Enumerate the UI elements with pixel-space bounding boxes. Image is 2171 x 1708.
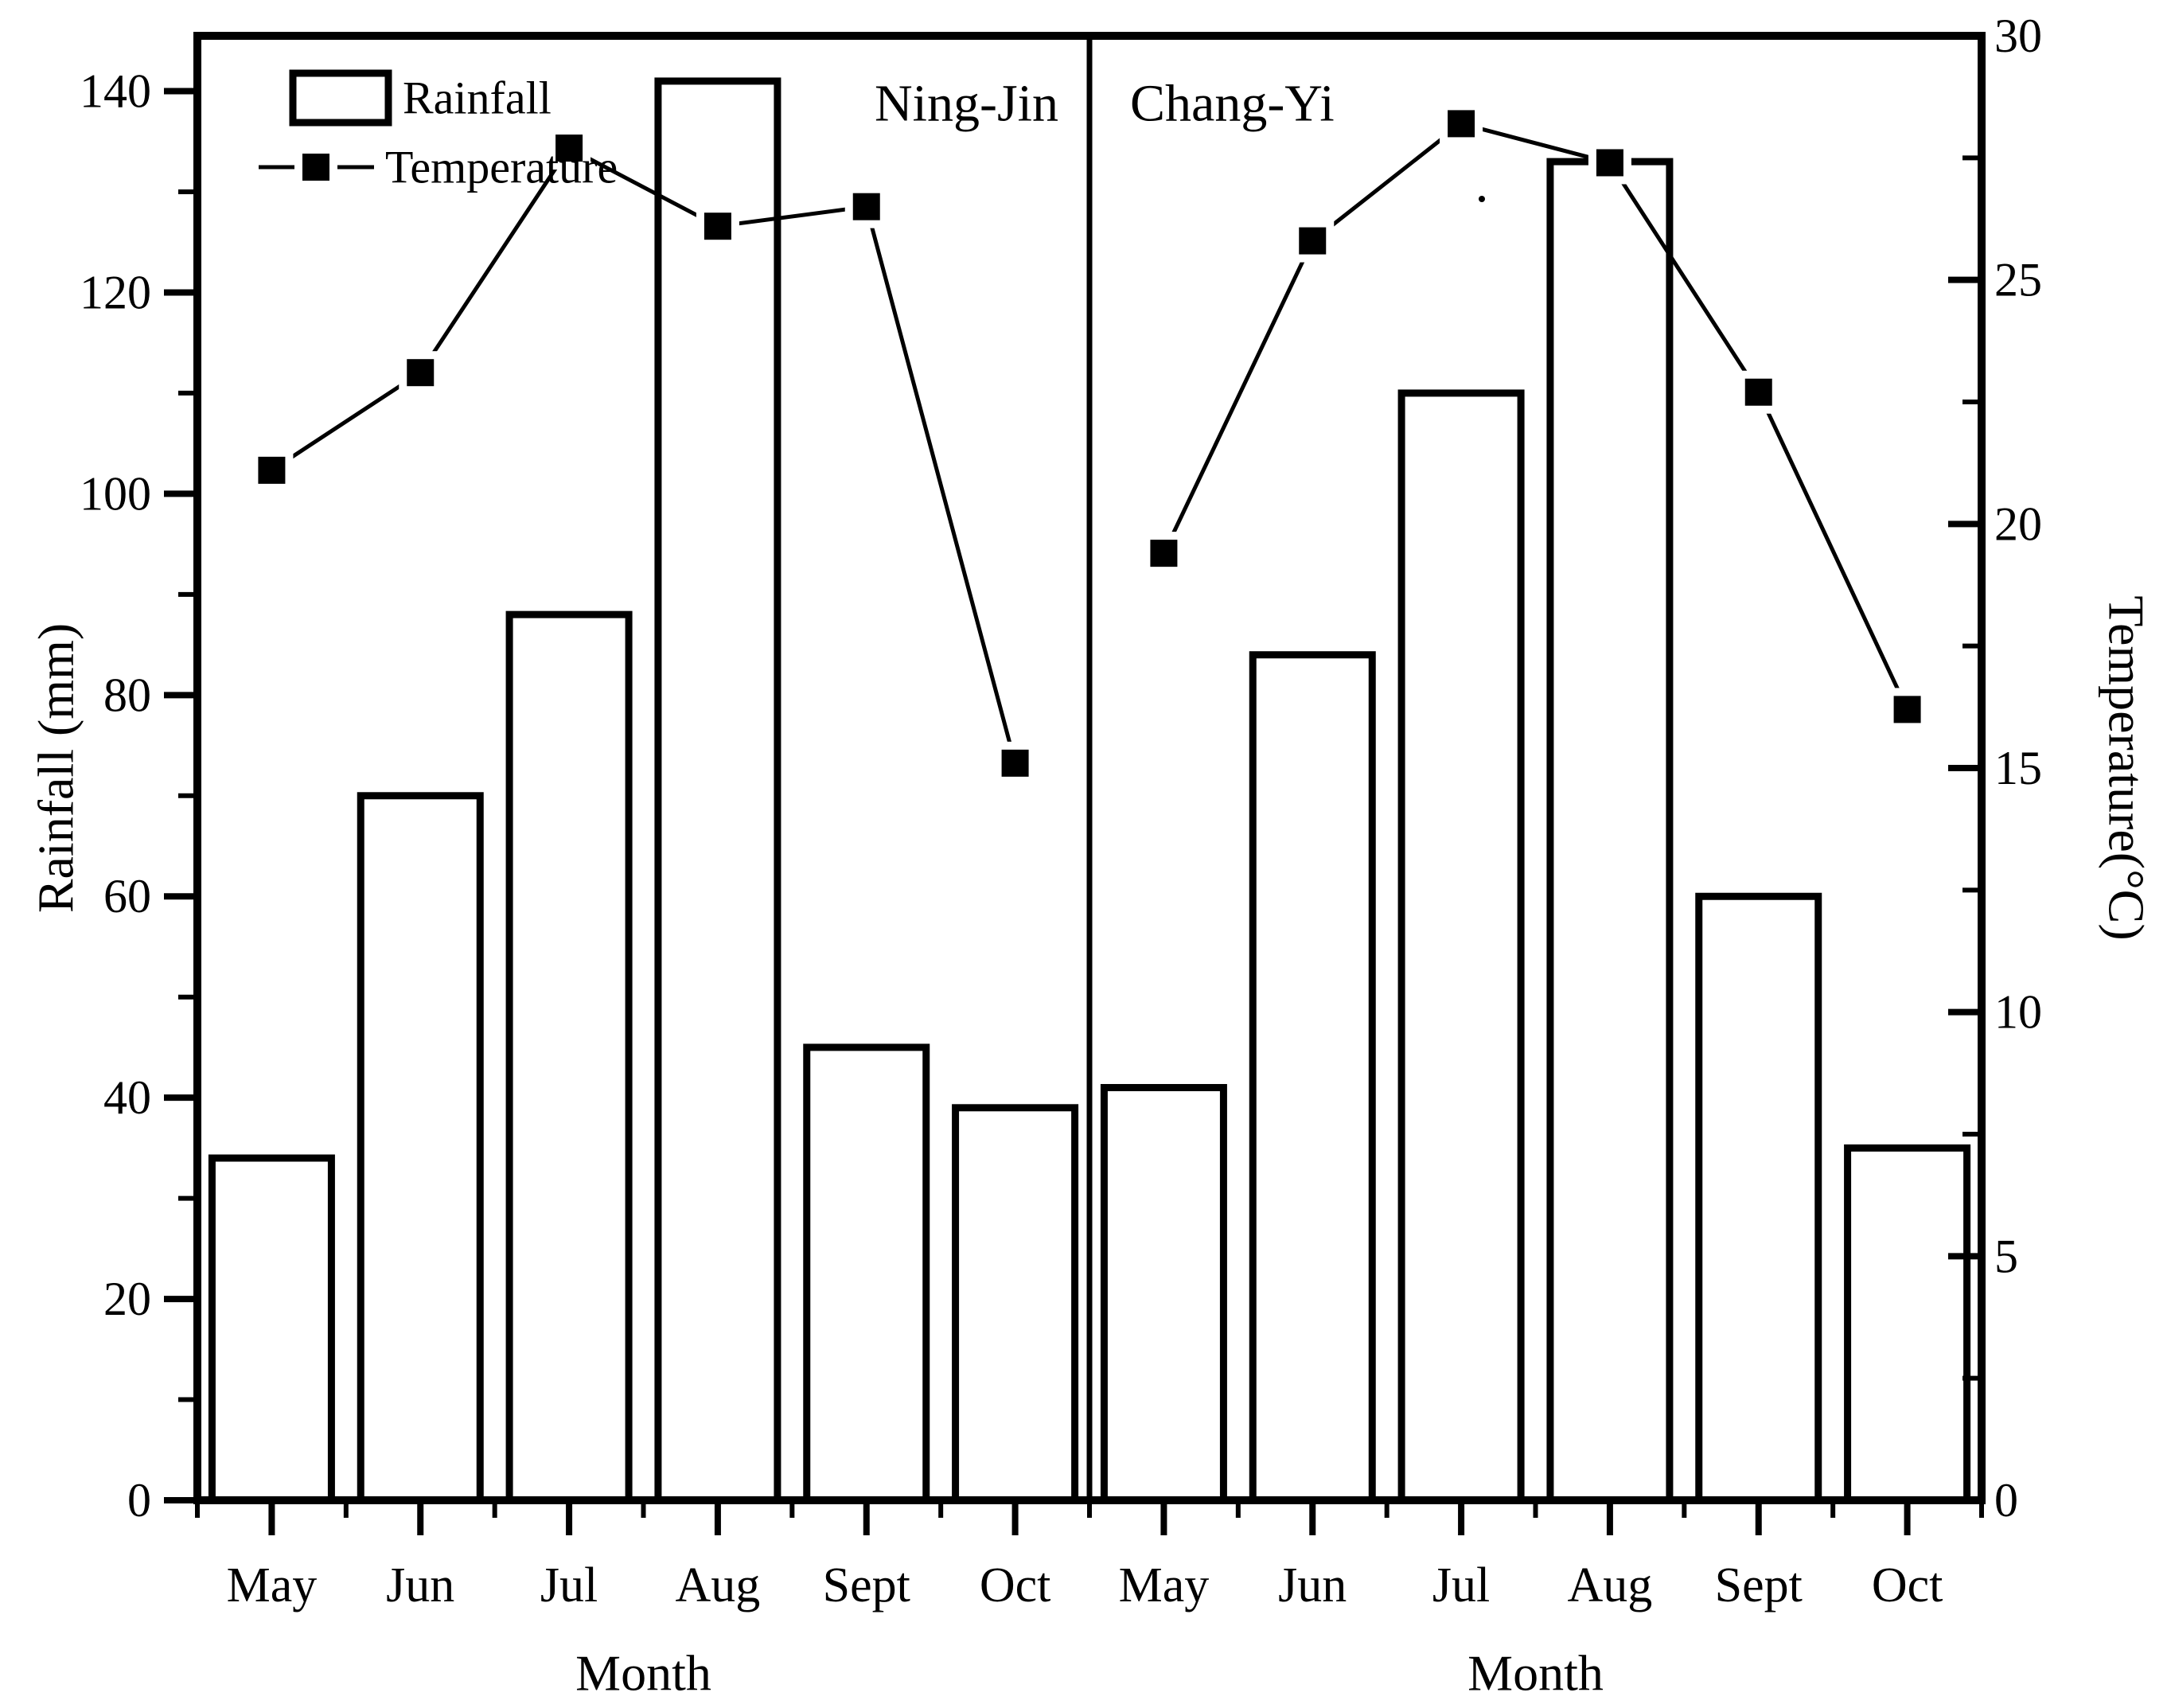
right-axis-tick-label: 25 xyxy=(1994,254,2042,306)
x-axis-month-label: May xyxy=(227,1558,318,1612)
x-axis-month-label: Aug xyxy=(676,1558,761,1612)
x-axis-title-right-panel: Month xyxy=(1467,1645,1604,1702)
rainfall-bar-chang-yi-sept xyxy=(1695,892,1822,1504)
temperature-marker-chang-yi-aug xyxy=(1588,141,1631,185)
temperature-marker-ning-jin-jul xyxy=(548,127,591,170)
temperature-marker-ning-jin-aug xyxy=(696,205,739,248)
rainfall-bar-ning-jin-jul xyxy=(505,610,633,1504)
left-axis-tick-label: 60 xyxy=(103,870,151,922)
rainfall-bar-ning-jin-oct xyxy=(952,1104,1079,1504)
panel-title-ning-jin: Ning-Jin xyxy=(875,75,1058,133)
right-axis-tick-label: 15 xyxy=(1994,742,2042,794)
temperature-marker-chang-yi-sept xyxy=(1736,370,1780,414)
x-axis-month-label: Aug xyxy=(1568,1558,1653,1612)
temperature-line-chang-yi xyxy=(1162,121,1909,711)
rainfall-bar-chang-yi-oct xyxy=(1844,1144,1971,1504)
x-axis-month-label: May xyxy=(1119,1558,1210,1612)
right-axis-tick-label: 5 xyxy=(1994,1230,2018,1282)
right-axis-tick-label: 10 xyxy=(1994,986,2042,1039)
panel-title-chang-yi: Chang-Yi xyxy=(1130,75,1335,133)
x-axis-month-label: Jun xyxy=(1278,1558,1347,1612)
right-axis-tick-label: 0 xyxy=(1994,1474,2018,1527)
temperature-line-ning-jin xyxy=(271,145,1017,764)
temperature-marker-chang-yi-may xyxy=(1142,532,1186,575)
right-axis-title: Temperature(°C) xyxy=(2099,595,2155,940)
x-axis-month-label: Jun xyxy=(386,1558,454,1612)
left-axis-tick-label: 140 xyxy=(80,65,151,118)
legend-rainfall-swatch xyxy=(289,69,392,127)
x-axis-month-label: Oct xyxy=(1872,1558,1943,1612)
rainfall-bar-chang-yi-jul xyxy=(1397,389,1525,1504)
rainfall-bar-ning-jin-jun xyxy=(357,792,484,1504)
rainfall-bar-ning-jin-sept xyxy=(803,1043,930,1504)
rainfall-bar-chang-yi-may xyxy=(1100,1084,1227,1504)
x-axis-month-label: Sept xyxy=(1715,1558,1803,1612)
right-axis-tick-label: 30 xyxy=(1994,10,2042,62)
temperature-marker-ning-jin-jun xyxy=(399,351,442,395)
rainfall-bar-ning-jin-may xyxy=(208,1154,335,1504)
temperature-marker-chang-yi-jul xyxy=(1440,102,1483,146)
left-axis-tick-label: 80 xyxy=(103,669,151,721)
left-axis-tick-label: 100 xyxy=(80,467,151,520)
left-axis-tick-label: 0 xyxy=(127,1474,151,1527)
rainfall-bar-chang-yi-aug xyxy=(1546,158,1674,1504)
x-axis-title-left-panel: Month xyxy=(575,1645,711,1702)
x-axis-month-label: Jul xyxy=(540,1558,598,1612)
temperature-marker-chang-yi-jun xyxy=(1291,219,1335,263)
left-axis-title: Rainfall (mm) xyxy=(28,623,84,913)
stray-speck xyxy=(1479,196,1485,202)
rainfall-bar-ning-jin-aug xyxy=(654,77,781,1504)
x-axis-month-label: Jul xyxy=(1432,1558,1490,1612)
left-axis-tick-label: 40 xyxy=(103,1071,151,1124)
left-axis-tick-label: 120 xyxy=(80,266,151,318)
legend-temperature-marker xyxy=(294,146,337,189)
x-axis-month-label: Sept xyxy=(823,1558,910,1612)
temperature-marker-ning-jin-may xyxy=(250,448,294,492)
x-axis-month-label: Oct xyxy=(980,1558,1051,1612)
temperature-marker-chang-yi-oct xyxy=(1885,688,1929,731)
temperature-marker-ning-jin-oct xyxy=(993,741,1037,785)
temperature-marker-ning-jin-sept xyxy=(844,185,888,228)
legend-temperature-label: Temperature xyxy=(385,142,618,193)
right-axis-tick-label: 20 xyxy=(1994,497,2042,550)
rainfall-bar-chang-yi-jun xyxy=(1249,651,1376,1504)
legend-rainfall-label: Rainfall xyxy=(403,72,552,124)
left-axis-tick-label: 20 xyxy=(103,1273,151,1325)
